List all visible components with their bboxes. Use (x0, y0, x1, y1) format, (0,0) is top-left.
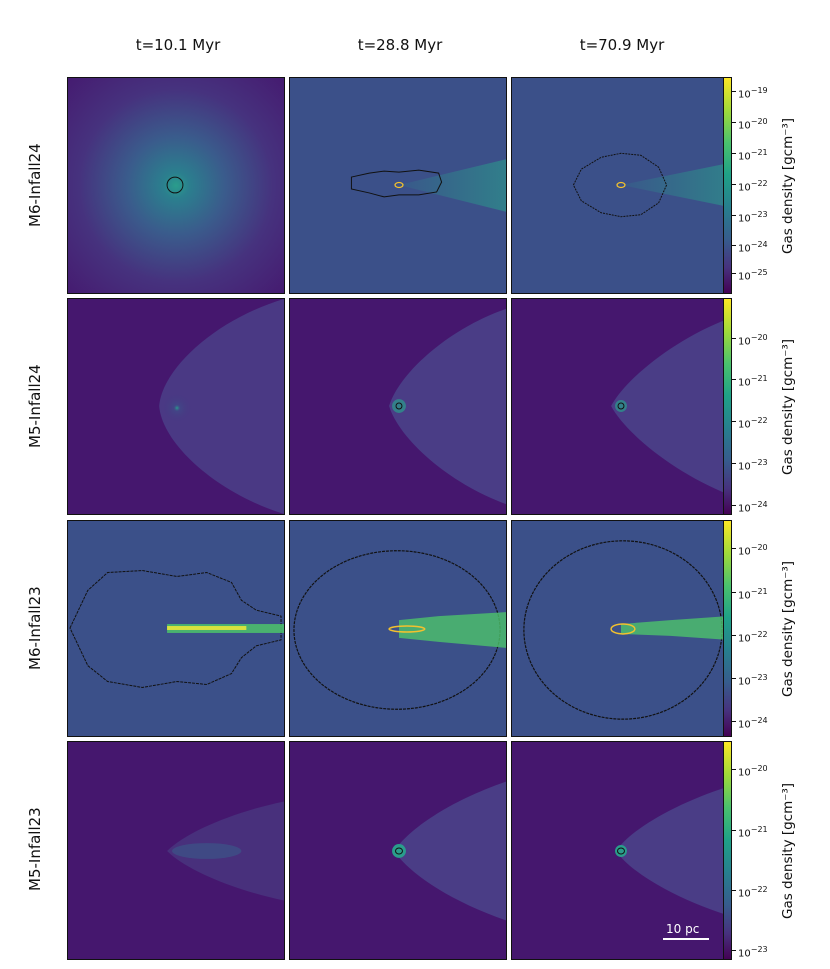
colorbar-tick (732, 122, 736, 123)
colorbar-tick-label: 10−22 (738, 630, 768, 645)
colorbar-tick-label: 10−20 (738, 333, 768, 348)
colorbar-tick (732, 153, 736, 154)
colorbar-label-1: Gas density [gcm⁻³] (780, 117, 796, 254)
colorbar-tick (732, 548, 736, 549)
colorbar-label-3: Gas density [gcm⁻³] (780, 560, 796, 697)
core-contour (166, 176, 184, 194)
scale-bar-label: 10 pc (666, 922, 700, 936)
colorbar-tick-label: 10−21 (738, 825, 768, 840)
scale-bar (663, 938, 709, 940)
colorbar-tick (732, 505, 736, 506)
colorbar-row-3 (723, 520, 732, 737)
outer-contour (350, 169, 443, 198)
colorbar-tick-label: 10−19 (738, 86, 768, 101)
colorbar-tick-label: 10−21 (738, 587, 768, 602)
column-title-1: t=10.1 Myr (135, 36, 221, 54)
colorbar-tick (732, 421, 736, 422)
panel-r4-c2 (289, 741, 507, 960)
stream (620, 616, 728, 640)
dense-core-contour (610, 623, 636, 635)
colorbar-tick-label: 10−23 (738, 458, 768, 473)
colorbar-label-4: Gas density [gcm⁻³] (780, 782, 796, 919)
core-contour (395, 847, 403, 855)
colorbar-tick (732, 273, 736, 274)
panel-r2-c1 (67, 298, 285, 515)
panel-r3-c1 (67, 520, 285, 737)
colorbar-tick (732, 463, 736, 464)
colorbar-tick (732, 91, 736, 92)
core-contour (617, 847, 625, 855)
row-label-4: M5-Infall23 (26, 807, 44, 892)
dense-core-contour (388, 625, 426, 633)
colorbar-tick (732, 338, 736, 339)
colorbar-tick-label: 10−24 (738, 716, 768, 731)
panel-r2-c2 (289, 298, 507, 515)
colorbar-tick (732, 950, 736, 951)
colorbar-tick (732, 379, 736, 380)
panel-r2-c3 (511, 298, 729, 515)
colorbar-tick-label: 10−22 (738, 179, 768, 194)
colorbar-tick-label: 10−23 (738, 945, 768, 960)
row-label-3: M6-Infall23 (26, 586, 44, 671)
colorbar-tick-label: 10−20 (738, 764, 768, 779)
panel-r4-c1 (67, 741, 285, 960)
row-label-2: M5-Infall24 (26, 364, 44, 449)
column-title-2: t=28.8 Myr (357, 36, 443, 54)
colorbar-tick-label: 10−21 (738, 148, 768, 163)
colorbar-tick (732, 721, 736, 722)
panel-r3-c2 (289, 520, 507, 737)
colorbar-row-4 (723, 741, 732, 960)
colorbar-label-2: Gas density [gcm⁻³] (780, 338, 796, 475)
colorbar-tick (732, 215, 736, 216)
colorbar-tick (732, 678, 736, 679)
row-label-1: M6-Infall24 (26, 143, 44, 228)
dense-core-contour (616, 181, 626, 189)
colorbar-row-1 (723, 77, 732, 294)
stream (398, 612, 506, 648)
core-contour (395, 402, 403, 410)
colorbar-tick-label: 10−22 (738, 416, 768, 431)
colorbar-row-2 (723, 298, 732, 515)
panel-r1-c2 (289, 77, 507, 294)
panel-r1-c3 (511, 77, 729, 294)
colorbar-tick (732, 830, 736, 831)
dense-core-contour (394, 181, 404, 189)
colorbar-tick-label: 10−22 (738, 885, 768, 900)
colorbar-tick-label: 10−24 (738, 240, 768, 255)
colorbar-tick (732, 184, 736, 185)
colorbar-tick-label: 10−23 (738, 673, 768, 688)
colorbar-tick-label: 10−23 (738, 210, 768, 225)
colorbar-tick-label: 10−21 (738, 374, 768, 389)
core-contour (617, 402, 625, 410)
colorbar-tick (732, 635, 736, 636)
colorbar-tick (732, 890, 736, 891)
colorbar-tick (732, 769, 736, 770)
panel-r1-c1 (67, 77, 285, 294)
colorbar-tick (732, 245, 736, 246)
colorbar-tick-label: 10−24 (738, 500, 768, 515)
colorbar-tick-label: 10−20 (738, 117, 768, 132)
panel-r4-c3 (511, 741, 729, 960)
colorbar-tick-label: 10−25 (738, 268, 768, 283)
colorbar-tick (732, 592, 736, 593)
colorbar-tick-label: 10−20 (738, 543, 768, 558)
panel-r3-c3 (511, 520, 729, 737)
outer-contour (572, 152, 668, 218)
column-title-3: t=70.9 Myr (579, 36, 665, 54)
